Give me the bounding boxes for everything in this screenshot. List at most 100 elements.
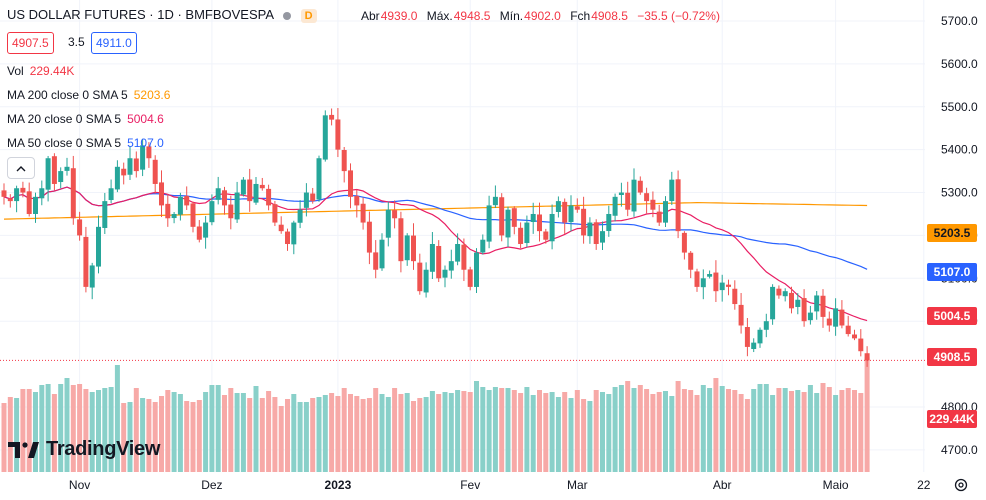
volume-bar — [222, 395, 227, 472]
candle-body — [663, 201, 668, 223]
ohlc-legend: Abr4939.0 Máx.4948.5 Mín.4902.0 Fch4908.… — [361, 9, 726, 23]
volume-bar — [45, 384, 51, 472]
candle-body — [392, 210, 398, 219]
indicator-ma50[interactable]: MA 50 close 0 SMA 5 5107.0 — [7, 136, 164, 150]
volume-bar — [713, 378, 719, 472]
indicator-label: MA 50 close 0 SMA 5 — [7, 136, 122, 150]
candle-body — [190, 203, 196, 227]
volume-bar — [240, 393, 246, 472]
candle-body — [782, 291, 788, 297]
candle-body — [486, 205, 492, 242]
volume-bar — [392, 388, 398, 472]
candle-body — [203, 222, 209, 238]
axis-price-label: 5004.5 — [934, 309, 971, 323]
volume-bar — [669, 396, 675, 472]
candle-body — [738, 304, 744, 326]
volume-bar — [744, 399, 750, 472]
volume-bar — [423, 397, 429, 472]
candle-body — [366, 221, 372, 253]
candle-body — [360, 203, 366, 223]
candle-body — [442, 269, 448, 278]
candle-body — [864, 353, 870, 361]
candle-body — [423, 269, 429, 293]
volume-bar — [171, 392, 177, 472]
candle-body — [310, 193, 316, 202]
candle-body — [222, 190, 227, 206]
candle-body — [58, 171, 64, 183]
candle-body — [404, 235, 410, 261]
volume-bar — [83, 389, 89, 472]
volume-bar — [417, 398, 423, 472]
candle-body — [228, 204, 234, 219]
volume-bar — [341, 388, 347, 472]
candle-body — [631, 179, 637, 212]
indicator-ma200[interactable]: MA 200 close 0 SMA 5 5203.6 — [7, 88, 170, 102]
candle-body — [625, 192, 631, 210]
candle-body — [600, 231, 605, 243]
candle-body — [379, 239, 385, 269]
buy-price-button[interactable]: 4911.0 — [91, 32, 137, 54]
volume-bar — [486, 390, 492, 472]
spread-value: 3.5 — [68, 35, 85, 49]
volume-bar — [20, 389, 26, 472]
candle-body — [83, 236, 89, 287]
volume-bar — [600, 392, 605, 472]
volume-bar — [247, 398, 253, 472]
high-value: 4948.5 — [453, 9, 491, 23]
volume-bar — [108, 387, 114, 472]
x-tick-label: Mar — [567, 478, 588, 492]
indicator-volume[interactable]: Vol 229.44K — [7, 64, 74, 78]
volume-bar — [511, 390, 517, 472]
sell-price-button[interactable]: 4907.5 — [7, 32, 54, 54]
volume-bar — [782, 388, 788, 472]
volume-bar — [751, 389, 757, 472]
volume-bar — [606, 394, 612, 472]
volume-bar — [826, 387, 832, 472]
candle-body — [329, 114, 335, 120]
collapse-legend-button[interactable] — [7, 157, 35, 179]
indicator-value: 5107.0 — [127, 136, 164, 150]
candle-body — [713, 272, 719, 292]
volume-bar — [467, 392, 473, 472]
candle-body — [45, 158, 51, 190]
indicator-label: MA 200 close 0 SMA 5 — [7, 88, 128, 102]
candle-body — [51, 156, 57, 184]
volume-bar — [593, 390, 599, 472]
volume-bar — [663, 391, 668, 472]
tradingview-logo[interactable]: TradingView — [8, 438, 160, 461]
volume-bar — [707, 388, 713, 472]
volume-bar — [543, 393, 549, 472]
open-value: 4939.0 — [380, 9, 418, 23]
settings-gear-icon[interactable] — [953, 477, 969, 493]
volume-bar — [285, 399, 290, 472]
volume-bar — [184, 401, 190, 472]
volume-bar — [121, 403, 127, 472]
symbol-title[interactable]: US DOLLAR FUTURES · 1D · BMFBOVESPA — [7, 7, 274, 22]
axis-price-label-box — [927, 263, 977, 281]
volume-bar — [518, 393, 524, 472]
candle-body — [33, 196, 38, 214]
volume-bar — [310, 398, 316, 472]
candle-body — [593, 222, 599, 245]
volume-bar — [612, 387, 618, 472]
candle-body — [637, 180, 643, 193]
ma50-line — [3, 186, 868, 270]
volume-bar — [770, 395, 776, 472]
candle-body — [763, 321, 769, 330]
volume-bar — [631, 388, 637, 472]
volume-bar — [335, 396, 341, 472]
candle-body — [568, 205, 574, 223]
indicator-ma20[interactable]: MA 20 close 0 SMA 5 5004.6 — [7, 112, 164, 126]
chart-header: US DOLLAR FUTURES · 1D · BMFBOVESPA D — [7, 7, 321, 23]
candle-body — [726, 284, 731, 287]
candle-body — [789, 292, 794, 309]
volume-bar — [234, 393, 240, 472]
candle-body — [303, 192, 309, 208]
volume-bar — [366, 398, 372, 472]
candle-body — [543, 231, 549, 240]
volume-bar — [228, 388, 234, 472]
candle-body — [707, 274, 713, 277]
axis-price-label-box — [927, 410, 977, 428]
candle-body — [574, 206, 580, 210]
